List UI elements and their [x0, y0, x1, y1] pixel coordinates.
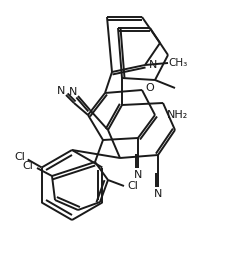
- Text: N: N: [154, 189, 162, 199]
- Text: Cl: Cl: [128, 181, 139, 191]
- Text: N: N: [149, 60, 157, 70]
- Text: Cl: Cl: [14, 153, 25, 162]
- Text: CH₃: CH₃: [168, 58, 188, 68]
- Text: N: N: [134, 170, 142, 180]
- Text: O: O: [146, 83, 154, 93]
- Text: N: N: [57, 86, 65, 96]
- Text: Cl: Cl: [22, 161, 33, 171]
- Text: N: N: [69, 87, 77, 97]
- Text: NH₂: NH₂: [166, 110, 188, 120]
